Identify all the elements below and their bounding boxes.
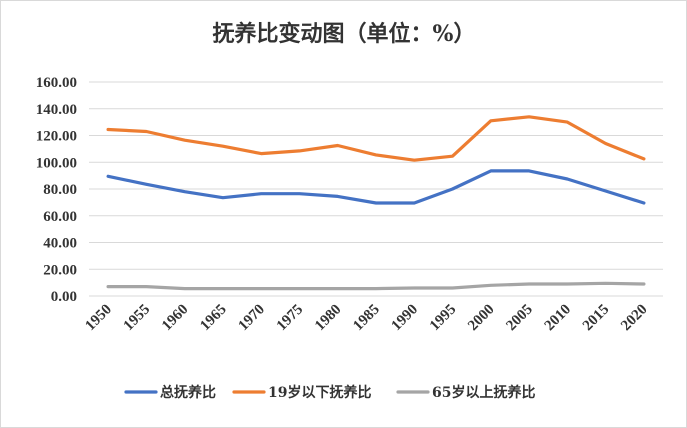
x-tick-label: 1965 bbox=[197, 302, 230, 335]
x-tick-label: 1950 bbox=[82, 302, 115, 335]
series-line-1 bbox=[106, 169, 646, 205]
y-tick-label: 120.00 bbox=[36, 129, 77, 145]
y-tick-label: 20.00 bbox=[43, 262, 77, 278]
series-line-3 bbox=[106, 281, 646, 291]
x-tick-label: 1955 bbox=[121, 302, 154, 335]
legend: 总抚养比 19岁以下抚养比 65岁以上抚养比 bbox=[124, 384, 535, 401]
legend-label: 19岁以下抚养比 bbox=[268, 384, 371, 401]
chart-title: 抚养比变动图（单位：%） bbox=[213, 21, 476, 47]
x-tick-label: 1990 bbox=[389, 302, 422, 335]
y-tick-label: 140.00 bbox=[36, 102, 77, 118]
x-tick-label: 2015 bbox=[580, 302, 613, 335]
x-tick-label: 2010 bbox=[542, 302, 575, 335]
y-tick-label: 40.00 bbox=[43, 236, 77, 252]
x-tick-label: 1980 bbox=[312, 302, 345, 335]
y-axis-tick-labels: 0.00 20.00 40.00 60.00 80.00 100.00 120.00 140.… bbox=[36, 75, 77, 305]
x-tick-label: 2020 bbox=[618, 302, 651, 335]
series-lines bbox=[106, 115, 646, 291]
y-tick-label: 60.00 bbox=[43, 209, 77, 225]
x-tick-label: 1985 bbox=[350, 302, 383, 335]
y-tick-label: 80.00 bbox=[43, 182, 77, 198]
legend-label: 65岁以上抚养比 bbox=[432, 384, 535, 401]
legend-label: 总抚养比 bbox=[160, 384, 216, 401]
y-tick-label: 0.00 bbox=[51, 289, 77, 305]
x-tick-label: 2000 bbox=[465, 302, 498, 335]
x-tick-label: 2005 bbox=[503, 302, 536, 335]
y-tick-label: 100.00 bbox=[36, 155, 77, 171]
y-tick-label: 160.00 bbox=[36, 75, 77, 91]
x-axis-tick-labels: 1950 1955 1960 1965 1970 1975 1980 1985 1990 1995… bbox=[82, 302, 650, 335]
x-tick-label: 1995 bbox=[427, 302, 460, 335]
x-tick-label: 1975 bbox=[274, 302, 307, 335]
x-tick-label: 1970 bbox=[236, 302, 269, 335]
series-line-2 bbox=[106, 115, 646, 162]
x-tick-label: 1960 bbox=[159, 302, 192, 335]
gridlines bbox=[89, 81, 663, 297]
